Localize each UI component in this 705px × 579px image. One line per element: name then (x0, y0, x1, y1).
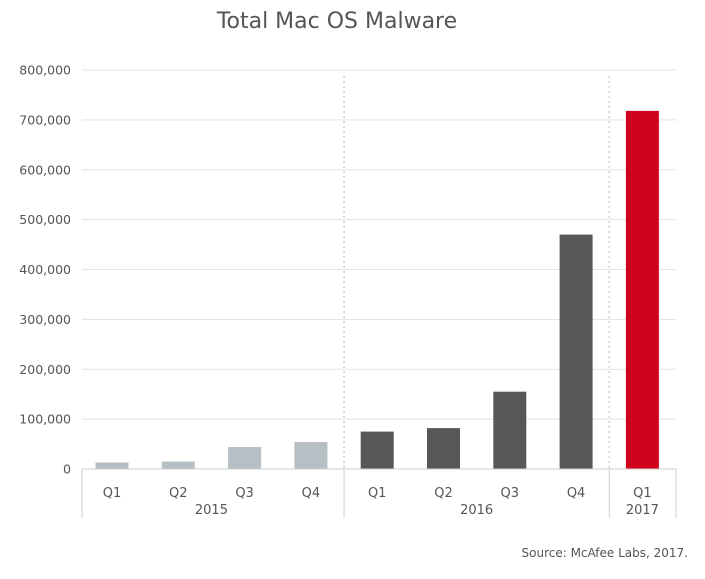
y-tick-label: 200,000 (19, 362, 71, 377)
y-tick-label: 300,000 (19, 312, 71, 327)
bar (294, 442, 328, 469)
y-tick-label: 400,000 (19, 262, 71, 277)
bar (493, 391, 527, 469)
x-tick-label: Q1 (368, 486, 387, 501)
x-tick-label: Q1 (633, 486, 652, 501)
bar (228, 447, 262, 469)
y-tick-label: 700,000 (19, 112, 71, 127)
y-tick-label: 100,000 (19, 412, 71, 427)
x-group-label: 2016 (460, 503, 493, 518)
x-group-label: 2015 (195, 503, 228, 518)
bar (161, 461, 195, 469)
y-tick-label: 0 (63, 462, 71, 477)
x-tick-label: Q3 (501, 486, 520, 501)
y-tick-label: 600,000 (19, 162, 71, 177)
gridlines (82, 69, 676, 469)
x-axis (81, 468, 677, 518)
source-note: Source: McAfee Labs, 2017. (522, 546, 689, 560)
y-tick-label: 500,000 (19, 212, 71, 227)
x-group-label: 2017 (626, 503, 659, 518)
bar (625, 110, 659, 470)
bars (95, 110, 659, 470)
x-tick-label: Q3 (235, 486, 254, 501)
chart-title: Total Mac OS Malware (216, 9, 457, 34)
x-tick-label: Q4 (302, 486, 321, 501)
bar (559, 234, 593, 469)
bar (427, 428, 460, 469)
y-tick-label: 800,000 (19, 63, 71, 78)
x-axis-tick-labels: Q1 Q2 Q3 Q4 Q1 Q2 Q3 Q4 Q1 (103, 486, 652, 501)
bar (360, 431, 394, 469)
x-axis-group-labels: 2015 2016 2017 (195, 503, 659, 518)
bar (95, 462, 129, 469)
x-tick-label: Q2 (434, 486, 453, 501)
y-axis-tick-labels: 0 100,000 200,000 300,000 400,000 500,000 600,… (19, 63, 71, 477)
x-tick-label: Q2 (169, 486, 188, 501)
x-tick-label: Q4 (567, 486, 586, 501)
x-tick-label: Q1 (103, 486, 122, 501)
